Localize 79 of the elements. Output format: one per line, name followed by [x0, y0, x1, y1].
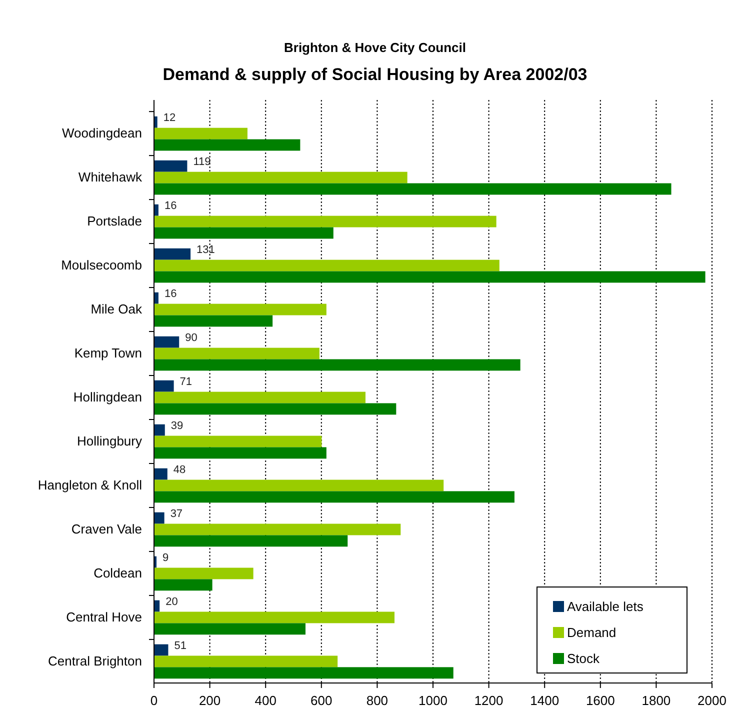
bar: [154, 172, 408, 184]
bar: [154, 248, 191, 260]
bar: [154, 139, 300, 151]
bar: [154, 623, 306, 635]
y-tick-label: Central Brighton: [48, 653, 142, 668]
bar: [154, 579, 212, 591]
bar: [154, 183, 672, 195]
x-tick-label: 600: [310, 693, 332, 708]
bar: [154, 336, 180, 348]
x-tick-label: 1000: [418, 693, 448, 708]
chart-subtitle: Brighton & Hove City Council: [284, 40, 466, 55]
y-tick-label: Hangleton & Knoll: [38, 477, 142, 492]
bar: [154, 260, 500, 272]
y-tick-label: Portslade: [87, 214, 142, 229]
bar: [154, 380, 174, 392]
bar: [154, 480, 444, 492]
legend-label: Demand: [567, 625, 616, 640]
bar: [154, 315, 273, 327]
data-label: 90: [185, 332, 198, 344]
y-tick-label: Moulsecoomb: [61, 258, 142, 273]
y-tick-label: Woodingdean: [62, 126, 142, 141]
data-label: 9: [162, 552, 169, 564]
data-label: 131: [196, 244, 215, 256]
chart-title: Demand & supply of Social Housing by Area 2002/03: [162, 65, 588, 84]
bar: [154, 116, 158, 128]
x-tick-label: 1800: [642, 693, 671, 708]
bar: [154, 348, 320, 360]
x-tick-label: 0: [150, 693, 158, 708]
bar: [154, 512, 164, 524]
data-label: 51: [174, 640, 186, 652]
bar: [154, 468, 168, 480]
y-tick-label: Craven Vale: [71, 521, 142, 536]
y-tick-label: Central Hove: [66, 609, 142, 624]
bar: [154, 359, 520, 371]
x-tick-label: 1600: [586, 693, 615, 708]
bar: [154, 491, 514, 503]
bar: [154, 160, 188, 172]
bar: [154, 656, 338, 668]
bar: [154, 568, 254, 580]
x-tick-label: 200: [198, 693, 221, 708]
bar: [154, 204, 158, 216]
data-label: 12: [163, 112, 176, 124]
legend-label: Stock: [567, 651, 600, 666]
y-tick-label: Whitehawk: [78, 170, 142, 185]
bar: [154, 216, 496, 228]
bar: [154, 667, 454, 679]
legend-label: Available lets: [567, 599, 644, 614]
data-label: 48: [173, 464, 186, 476]
data-label: 16: [164, 288, 177, 300]
bar: [154, 227, 334, 239]
x-tick-label: 400: [254, 693, 276, 708]
bar: [154, 447, 326, 459]
y-tick-label: Hollingbury: [76, 433, 142, 448]
bar: [154, 392, 366, 404]
y-tick-label: Hollingdean: [73, 390, 142, 404]
data-label: 20: [166, 596, 178, 608]
x-tick-label: 2000: [698, 693, 726, 708]
y-tick-label: Coldean: [94, 565, 142, 580]
bar: [154, 128, 248, 140]
x-tick-label: 1400: [530, 693, 560, 708]
bar: [154, 612, 394, 624]
data-label: 119: [193, 156, 211, 168]
data-label: 71: [180, 376, 192, 388]
bar: [154, 644, 168, 656]
x-tick-label: 800: [366, 693, 388, 708]
bar: [154, 304, 326, 316]
data-label: 16: [164, 200, 177, 212]
bar: [154, 424, 165, 436]
bar: [154, 271, 706, 283]
data-label: 37: [170, 508, 183, 520]
bar: [154, 292, 158, 304]
y-tick-label: Mile Oak: [90, 302, 142, 317]
bar: [154, 524, 401, 536]
bar: [154, 403, 396, 415]
bar: [154, 535, 348, 547]
x-tick-label: 1200: [474, 693, 504, 708]
data-label: 39: [170, 420, 184, 432]
y-tick-label: Kemp Town: [74, 346, 142, 361]
bar: [154, 436, 322, 448]
